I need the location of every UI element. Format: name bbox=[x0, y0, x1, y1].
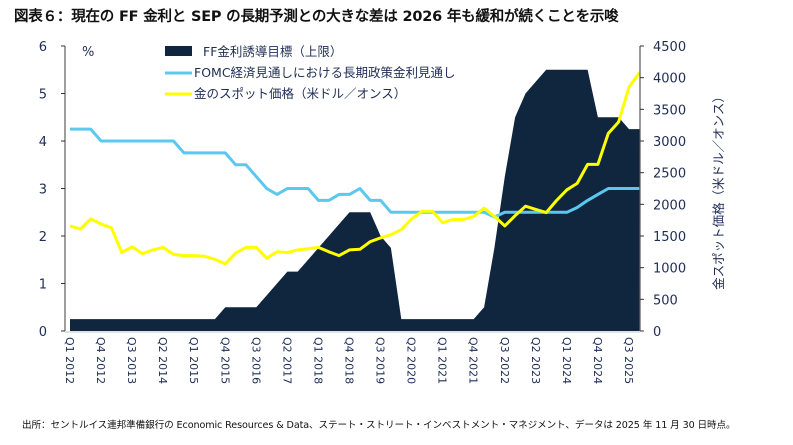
left-tick-label: 6 bbox=[39, 40, 47, 55]
x-tick-label: Q3 2022 bbox=[498, 337, 511, 384]
right-tick-label: 0 bbox=[653, 325, 661, 340]
x-tick-label: Q4 2024 bbox=[591, 337, 604, 384]
legend-label-fomc: FOMC経済見通しにおける長期政策金利見通し bbox=[194, 65, 456, 80]
left-tick-label: 4 bbox=[39, 135, 47, 150]
x-tick-label: Q1 2024 bbox=[560, 337, 573, 384]
x-tick-label: Q2 2017 bbox=[280, 337, 293, 384]
x-tick-label: Q3 2025 bbox=[622, 337, 635, 384]
chart-title: 図表６：現在の FF 金利と SEP の長期予測との大きな差は 2026 年も緩… bbox=[14, 9, 619, 25]
right-tick-label: 4000 bbox=[653, 72, 686, 87]
x-tick-label: Q3 2016 bbox=[249, 337, 262, 384]
right-tick-label: 2000 bbox=[653, 198, 686, 213]
x-tick-label: Q4 2018 bbox=[343, 337, 356, 384]
right-tick-label: 2500 bbox=[653, 167, 686, 182]
legend-label-ff-rate: FF金利誘導目標（上限） bbox=[203, 44, 342, 59]
left-tick-label: 2 bbox=[39, 230, 47, 245]
left-tick-label: 5 bbox=[39, 88, 47, 103]
right-tick-label: 4500 bbox=[653, 40, 686, 55]
x-tick-label: Q1 2012 bbox=[63, 337, 76, 384]
x-tick-label: Q1 2018 bbox=[311, 337, 324, 384]
x-tick-label: Q2 2020 bbox=[405, 337, 418, 384]
ff-rate-area-layer bbox=[70, 69, 640, 332]
x-tick-label: Q4 2012 bbox=[94, 337, 107, 384]
x-tick-label: Q2 2014 bbox=[156, 337, 169, 384]
legend-label-gold: 金のスポット価格（米ドル／オンス） bbox=[194, 86, 406, 101]
right-tick-label: 1500 bbox=[653, 230, 686, 245]
right-tick-label: 3500 bbox=[653, 103, 686, 118]
x-tick-label: Q4 2021 bbox=[467, 337, 480, 384]
legend: FF金利誘導目標（上限） FOMC経済見通しにおける長期政策金利見通し金のスポット… bbox=[165, 44, 456, 101]
right-tick-label: 500 bbox=[653, 293, 678, 308]
x-tick-label: Q4 2015 bbox=[218, 337, 231, 384]
left-tick-label: 1 bbox=[39, 278, 47, 293]
x-tick-label: Q3 2013 bbox=[125, 337, 138, 384]
axes-layer: 0 1 2 3 4 5 6 % 0 500 1000 1500 2000 2500 3000 3500 4000… bbox=[39, 40, 726, 384]
line-layer bbox=[69, 71, 641, 266]
right-tick-label: 3000 bbox=[653, 135, 686, 150]
left-tick-label: 0 bbox=[39, 325, 47, 340]
series-line-gold-price bbox=[69, 71, 641, 266]
x-tick-label: Q2 2023 bbox=[529, 337, 542, 384]
x-tick-label: Q1 2021 bbox=[436, 337, 449, 384]
right-tick-label: 1000 bbox=[653, 262, 686, 277]
x-tick-label: Q1 2015 bbox=[187, 337, 200, 384]
left-tick-label: 3 bbox=[39, 183, 47, 198]
series-area-ff-rate bbox=[70, 69, 640, 332]
source-footnote: 出所：セントルイス連邦準備銀行の Economic Resources & Da… bbox=[22, 420, 736, 431]
right-axis-title: 金スポット価格（米ドル／オンス） bbox=[711, 90, 726, 290]
x-tick-label: Q3 2019 bbox=[374, 337, 387, 384]
legend-swatch-ff-rate bbox=[165, 46, 192, 56]
left-axis-unit: % bbox=[82, 45, 94, 60]
